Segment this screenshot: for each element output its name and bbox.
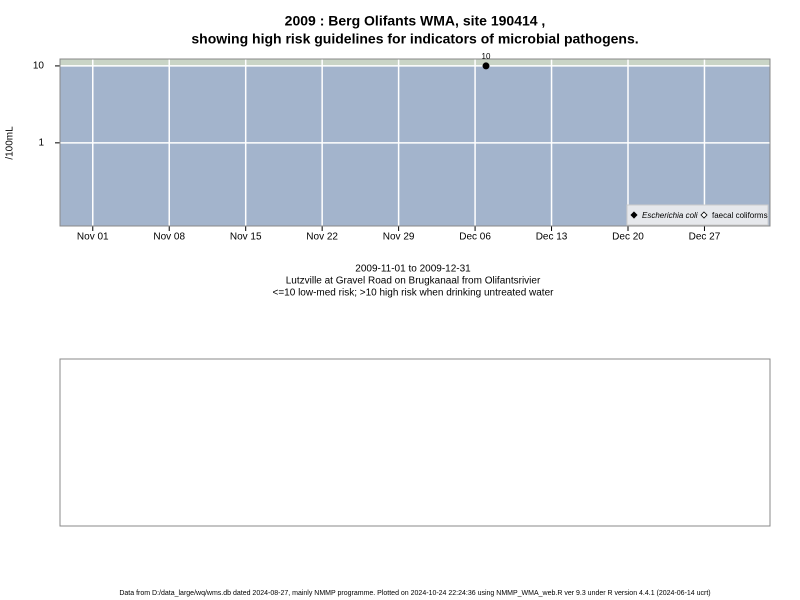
x-tick-label: Nov 01: [77, 232, 109, 243]
x-tick-label: Dec 06: [459, 232, 491, 243]
high-risk-zone: [60, 59, 770, 66]
chart-title: 2009 : Berg Olifants WMA, site 190414 ,: [285, 13, 546, 29]
subtitle: <=10 low-med risk; >10 high risk when dr…: [273, 288, 555, 299]
y-tick-label: 10: [33, 61, 45, 72]
low-risk-zone: [60, 65, 770, 227]
x-tick-label: Nov 22: [306, 232, 338, 243]
subtitle: Lutzville at Gravel Road on Brugkanaal f…: [286, 276, 541, 287]
chart-title: showing high risk guidelines for indicat…: [191, 31, 638, 47]
legend-marker: [630, 211, 638, 219]
x-tick-label: Dec 20: [612, 232, 644, 243]
legend-box: [626, 204, 769, 226]
y-axis-label: /100mL: [5, 126, 16, 160]
empty-panel: [59, 358, 771, 527]
x-tick-label: Dec 27: [689, 232, 721, 243]
plot-frame: [59, 58, 771, 227]
point: [482, 62, 490, 70]
legend-marker: [700, 211, 708, 219]
footnote: Data from D:/data_large/wq/wms.db dated …: [119, 590, 710, 597]
x-tick-label: Nov 08: [153, 232, 185, 243]
subtitle: 2009-11-01 to 2009-12-31: [355, 264, 471, 275]
legend-label: Escherichia coli: [642, 211, 698, 220]
x-tick-label: Nov 15: [230, 232, 262, 243]
y-tick-label: 1: [38, 137, 44, 148]
legend-label: faecal coliforms: [712, 211, 768, 220]
value-label: 10: [482, 52, 491, 61]
x-tick-label: Nov 29: [383, 232, 415, 243]
x-tick-label: Dec 13: [536, 232, 568, 243]
